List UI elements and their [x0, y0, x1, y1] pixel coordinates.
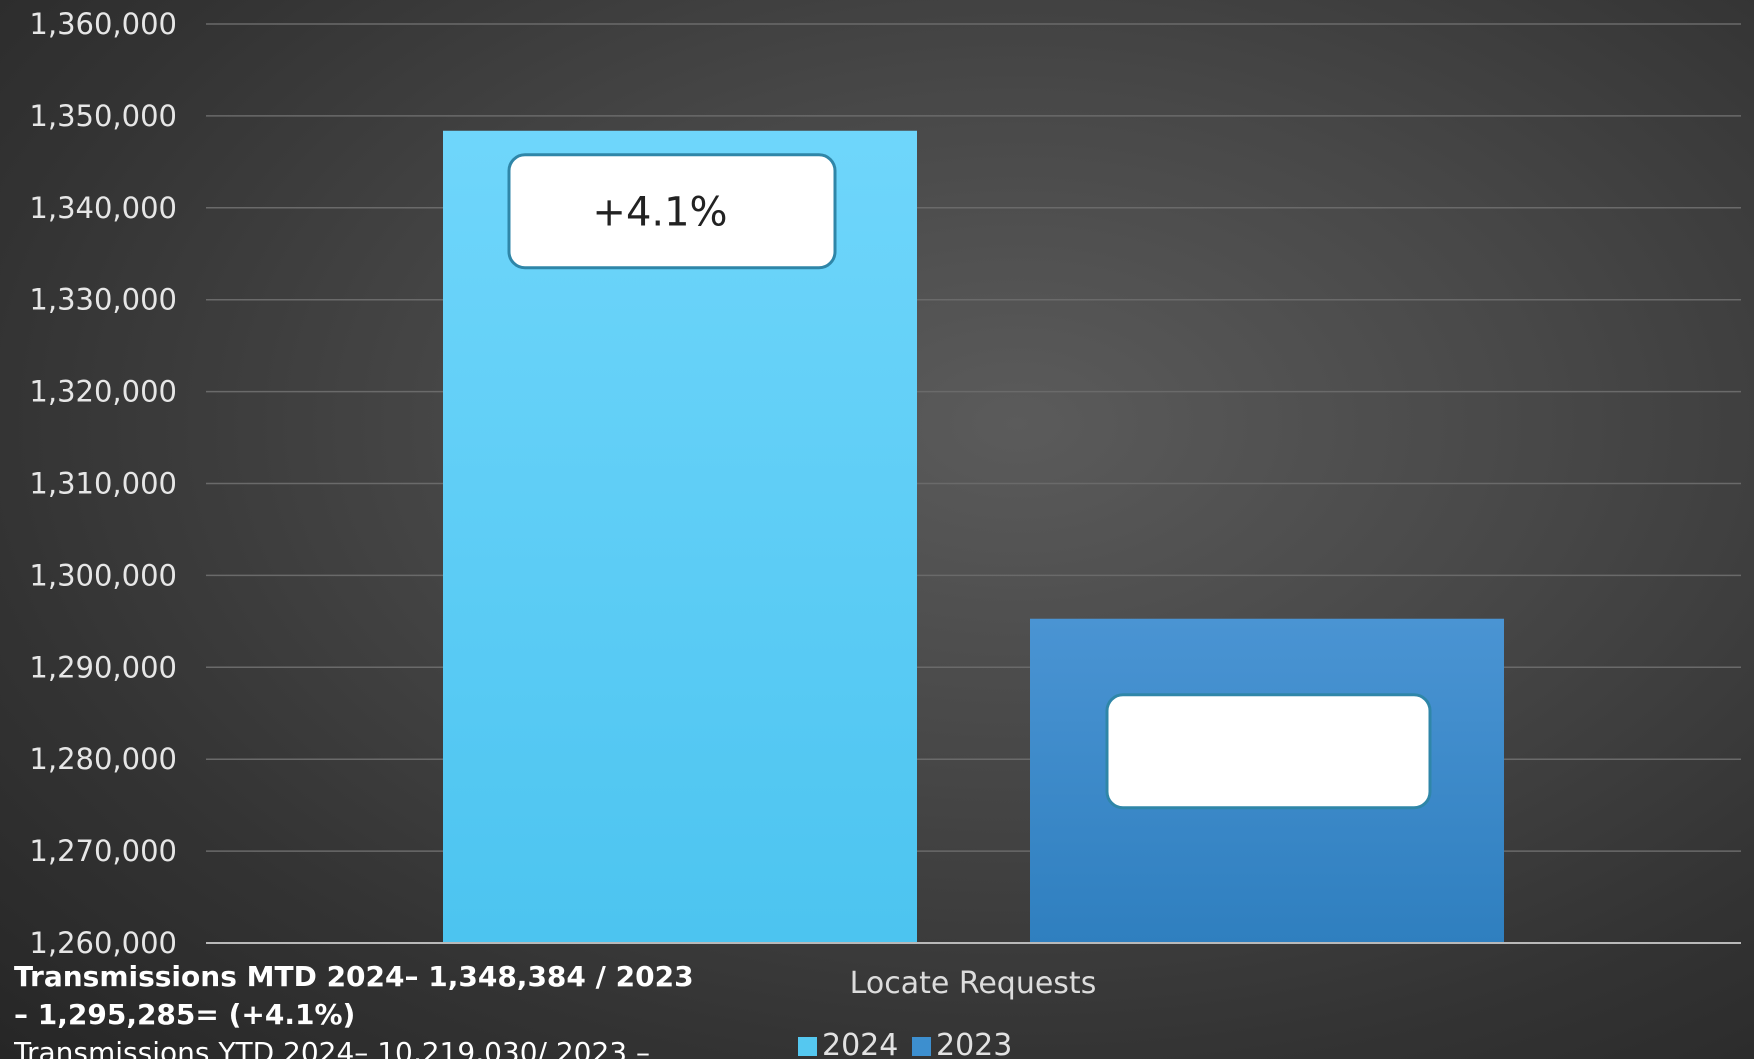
legend-swatch-2024 [798, 1037, 817, 1056]
x-category-label: Locate Requests [850, 966, 1097, 1001]
y-tick-label: 1,320,000 [29, 375, 177, 409]
callout-box-2023 [1105, 693, 1432, 810]
legend-label-2024: 2024 [822, 1028, 898, 1059]
y-tick-label: 1,310,000 [29, 467, 177, 501]
y-tick-label: 1,350,000 [29, 99, 177, 133]
y-axis-tick-labels: 1,260,000 1,270,000 1,280,000 1,290,000 1,30… [29, 7, 177, 960]
y-tick-label: 1,260,000 [29, 926, 177, 960]
callouts: +4.1% [507, 153, 1432, 810]
y-tick-label: 1,290,000 [29, 650, 177, 684]
callout-box-2024 [507, 153, 837, 270]
y-tick-label: 1,280,000 [29, 742, 177, 776]
y-tick-label: 1,340,000 [29, 191, 177, 225]
gridlines [206, 23, 1741, 852]
legend-label-2023: 2023 [936, 1028, 1012, 1059]
y-tick-label: 1,300,000 [29, 558, 177, 592]
transmissions-mtd-text: Transmissions MTD 2024– 1,348,384 / 2023… [14, 960, 694, 1031]
transmissions-footnote: Transmissions MTD 2024– 1,348,384 / 2023… [14, 958, 704, 1059]
y-tick-label: 1,270,000 [29, 834, 177, 868]
callout-label-2024: +4.1% [592, 189, 727, 235]
legend: 2024 2023 [798, 1028, 1012, 1059]
y-tick-label: 1,330,000 [29, 283, 177, 317]
legend-swatch-2023 [912, 1037, 931, 1056]
y-tick-label: 1,360,000 [29, 7, 177, 41]
transmissions-ytd-text: Transmissions YTD 2024– 10,219,030/ 2023… [14, 1036, 651, 1059]
